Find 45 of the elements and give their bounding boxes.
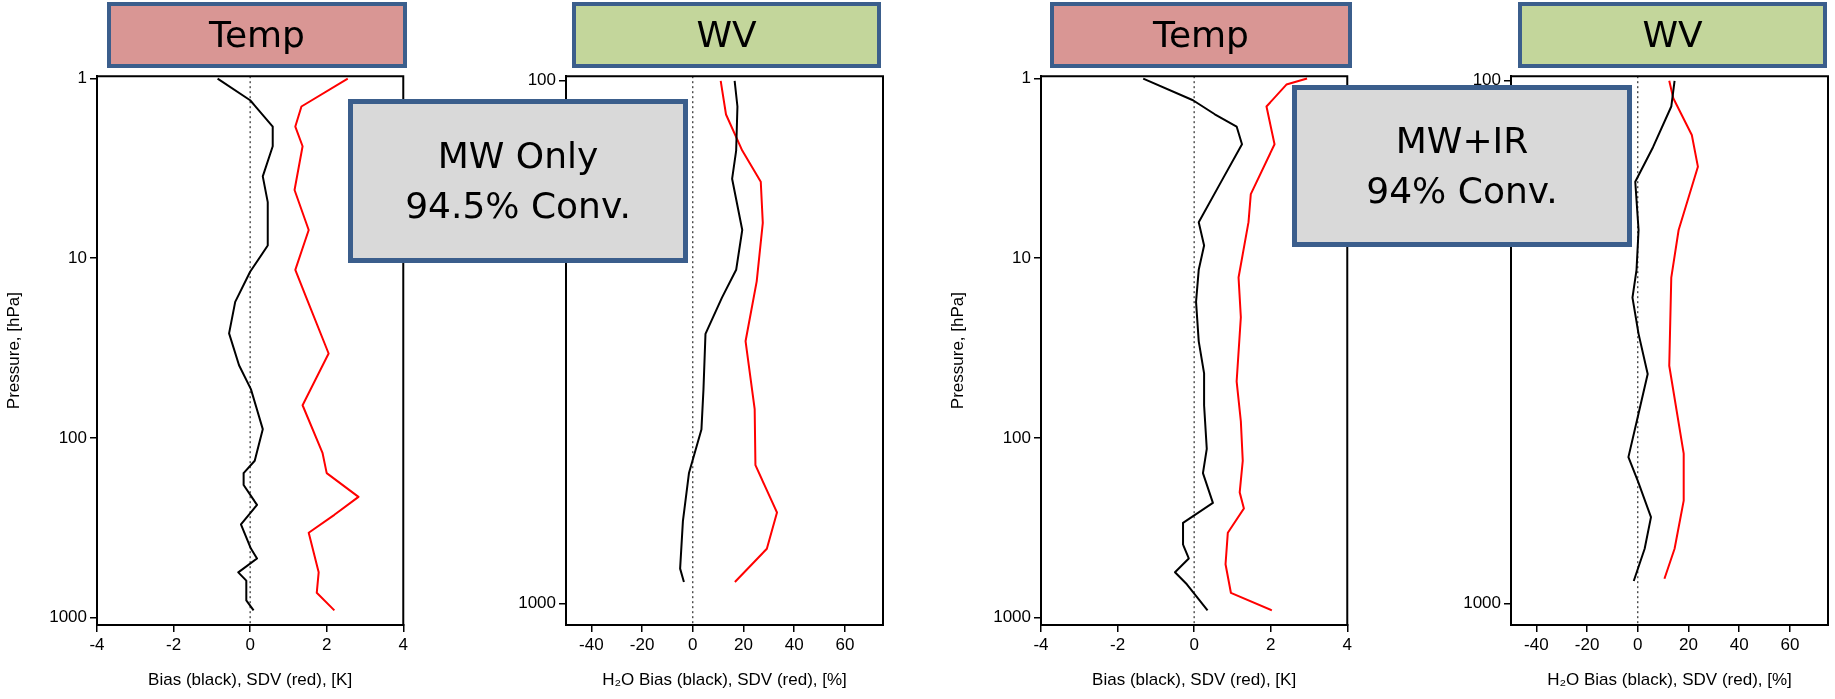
x-tick-label: -2	[1110, 634, 1126, 654]
x-tick-label: 60	[835, 634, 855, 654]
x-axis-title: H₂O Bias (black), SDV (red), [%]	[602, 670, 847, 690]
y-tick-label: 100	[1002, 427, 1031, 447]
x-tick-label: -40	[1524, 634, 1549, 654]
callout-box: MW Only 94.5% Conv.	[348, 99, 688, 263]
y-tick-label: 1	[1021, 68, 1031, 88]
chart-title: WV	[572, 2, 881, 68]
y-tick-label: 1000	[1463, 593, 1501, 613]
x-tick-label: 60	[1780, 634, 1800, 654]
x-tick-label: -4	[89, 634, 105, 654]
x-tick-label: 2	[1265, 634, 1276, 654]
x-tick-label: -40	[579, 634, 604, 654]
x-tick-label: 40	[784, 634, 804, 654]
x-tick-label: 40	[1729, 634, 1749, 654]
x-tick-label: -2	[166, 634, 182, 654]
x-tick-label: 4	[398, 634, 409, 654]
y-tick-label: 1	[77, 68, 87, 88]
y-tick-label: 1000	[518, 593, 556, 613]
y-tick-label: 1000	[993, 607, 1031, 627]
x-tick-label: 0	[1189, 634, 1199, 654]
x-tick-label: 2	[321, 634, 332, 654]
x-tick-label: -4	[1033, 634, 1049, 654]
chart-title: Temp	[1050, 2, 1352, 68]
x-tick-label: 4	[1342, 634, 1353, 654]
y-axis-title: Pressure, [hPa]	[3, 292, 23, 410]
y-tick-label: 10	[68, 247, 87, 267]
callout-box: MW+IR 94% Conv.	[1292, 85, 1632, 247]
x-tick-label: 20	[734, 634, 753, 654]
y-tick-label: 1000	[49, 607, 87, 627]
x-tick-label: -20	[1574, 634, 1600, 654]
x-tick-label: 0	[1633, 634, 1643, 654]
x-tick-label: 0	[245, 634, 255, 654]
chart-title: Temp	[107, 2, 407, 68]
x-tick-label: 20	[1679, 634, 1698, 654]
y-tick-label: 100	[58, 427, 87, 447]
chart-title: WV	[1518, 2, 1827, 68]
y-tick-label: 10	[1012, 247, 1031, 267]
y-axis-title: Pressure, [hPa]	[947, 292, 967, 410]
x-tick-label: -20	[629, 634, 655, 654]
x-axis-title: H₂O Bias (black), SDV (red), [%]	[1547, 670, 1792, 690]
y-tick-label: 100	[527, 70, 556, 90]
x-tick-label: 0	[688, 634, 698, 654]
x-axis-title: Bias (black), SDV (red), [K]	[148, 670, 353, 690]
x-axis-title: Bias (black), SDV (red), [K]	[1092, 670, 1297, 690]
